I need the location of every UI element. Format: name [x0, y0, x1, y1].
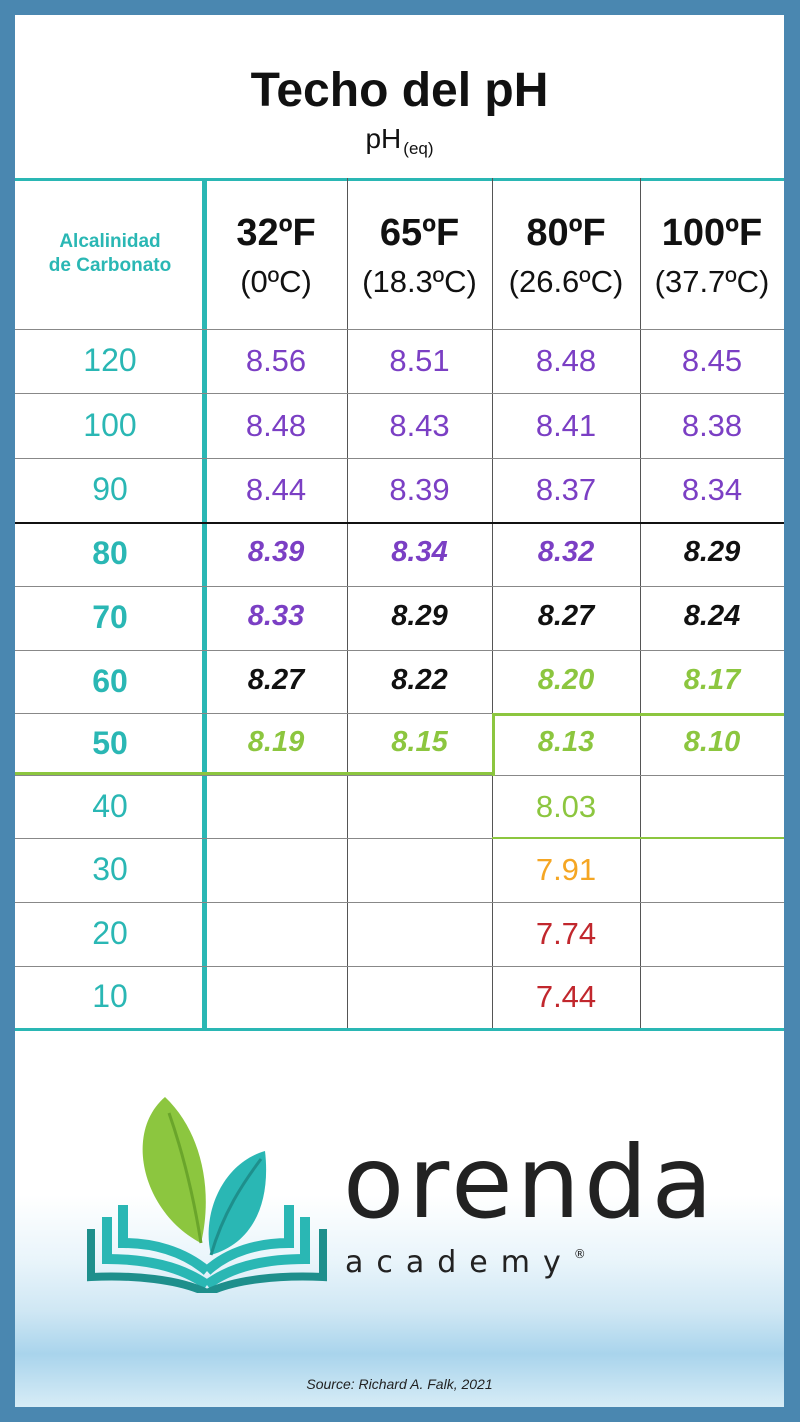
temperature-fahrenheit: 32ºF: [236, 212, 316, 254]
subtitle-sub: (eq): [403, 139, 434, 158]
page-subtitle: pH (eq): [15, 123, 784, 158]
green-boundary-40: [492, 837, 784, 839]
ph-value: 8.48: [535, 343, 597, 378]
ph-value: 8.13: [537, 726, 595, 758]
alkalinity-value: 90: [92, 471, 128, 507]
source-citation: Source: Richard A. Falk, 2021: [306, 1376, 493, 1392]
ph-value: 8.45: [681, 343, 743, 378]
row-divider: [15, 775, 784, 776]
temperature-fahrenheit: 80ºF: [526, 212, 606, 254]
temperature-celsius: (37.7ºC): [654, 264, 770, 299]
table-top-border: [15, 178, 784, 181]
ph-value: 8.38: [681, 407, 743, 443]
ph-value: 8.44: [245, 472, 307, 507]
alkalinity-value: 20: [92, 915, 128, 951]
ph-value: 8.29: [683, 536, 741, 568]
subtitle-main: pH: [365, 123, 402, 154]
green-boundary-step: [492, 713, 495, 776]
ph-value: 8.20: [537, 663, 595, 696]
column-divider: [347, 178, 348, 1028]
ph-value: 8.29: [391, 600, 448, 632]
ph-value: 8.51: [389, 343, 450, 378]
alkalinity-value: 30: [92, 851, 128, 887]
ph-value: 7.44: [535, 979, 597, 1014]
temperature-fahrenheit: 100ºF: [661, 212, 763, 254]
row-header-separator: [202, 178, 207, 1030]
alkalinity-header-line1: Alcalinidad: [59, 231, 161, 252]
row-divider: [15, 650, 784, 651]
ph-value: 8.56: [245, 343, 307, 378]
temperature-celsius: (26.6ºC): [508, 264, 624, 299]
ph-value: 8.17: [683, 663, 741, 696]
row-divider: [15, 838, 784, 839]
table-bottom-border: [15, 1028, 784, 1031]
row-divider: [15, 902, 784, 903]
row-divider: [15, 329, 784, 330]
page-title: Techo del pH: [250, 64, 549, 117]
registered-mark: ®: [573, 1247, 586, 1261]
temperature-fahrenheit: 65ºF: [379, 212, 460, 254]
ph-value: 8.33: [247, 600, 305, 632]
row-divider: [15, 458, 784, 459]
green-boundary-low: [15, 772, 495, 775]
green-boundary-high: [492, 713, 784, 716]
ph-ceiling-table: Alcalinidad de Carbonato 32ºF (0ºC) 65ºF (1…: [15, 178, 784, 1031]
ph-value: 8.27: [537, 600, 595, 632]
ph-value: 8.41: [535, 407, 597, 443]
ph-value: 8.37: [535, 472, 597, 507]
alkalinity-header: Alcalinidad de Carbonato: [15, 230, 205, 278]
alkalinity-value: 120: [83, 342, 137, 378]
temperature-header: 100ºF (37.7ºC): [640, 214, 784, 297]
row-divider: [15, 586, 784, 587]
open-book-leaf-icon: [87, 1097, 327, 1293]
ph-value: 7.74: [535, 916, 597, 951]
column-divider: [640, 178, 641, 1028]
ph-value: 8.39: [247, 536, 305, 568]
alkalinity-value: 70: [92, 599, 128, 635]
temperature-header: 65ºF (18.3ºC): [347, 214, 492, 297]
ph-value: 8.24: [683, 600, 741, 632]
alkalinity-value: 100: [83, 406, 137, 443]
ph-value: 8.15: [391, 726, 448, 758]
column-divider: [492, 178, 493, 1028]
ph-value: 8.39: [389, 472, 450, 507]
temperature-header: 80ºF (26.6ºC): [492, 214, 640, 297]
alkalinity-value: 80: [92, 535, 128, 571]
ph-value: 7.91: [535, 852, 597, 887]
temperature-header: 32ºF (0ºC): [205, 214, 347, 297]
alkalinity-value: 40: [92, 787, 128, 824]
brand-tagline-text: academy: [345, 1245, 574, 1280]
ph-value: 8.19: [247, 726, 305, 758]
row-divider: [15, 713, 784, 714]
row-divider: [15, 966, 784, 967]
row-80-divider: [15, 522, 784, 524]
alkalinity-value: 50: [92, 725, 128, 761]
ph-value: 8.48: [245, 407, 307, 443]
ph-value: 8.34: [681, 472, 743, 507]
alkalinity-value: 10: [92, 978, 128, 1014]
temperature-celsius: (18.3ºC): [362, 264, 477, 299]
chart-card: Techo del pH pH (eq) Alcalinidad de Carbo…: [15, 15, 784, 1407]
ph-value: 8.22: [391, 663, 448, 696]
ph-value: 8.10: [683, 726, 741, 758]
ph-value: 8.27: [247, 663, 305, 696]
alkalinity-value: 60: [92, 662, 128, 699]
ph-value: 8.03: [535, 788, 597, 824]
temperature-celsius: (0ºC): [240, 264, 312, 299]
row-divider: [15, 393, 784, 394]
brand-tagline: academy®: [345, 1245, 586, 1280]
brand-name: orenda: [343, 1124, 717, 1241]
alkalinity-header-line2: de Carbonato: [48, 255, 172, 276]
ph-value: 8.32: [537, 536, 595, 568]
water-background: [15, 1195, 784, 1407]
ph-value: 8.43: [389, 407, 450, 443]
ph-value: 8.34: [391, 536, 448, 568]
